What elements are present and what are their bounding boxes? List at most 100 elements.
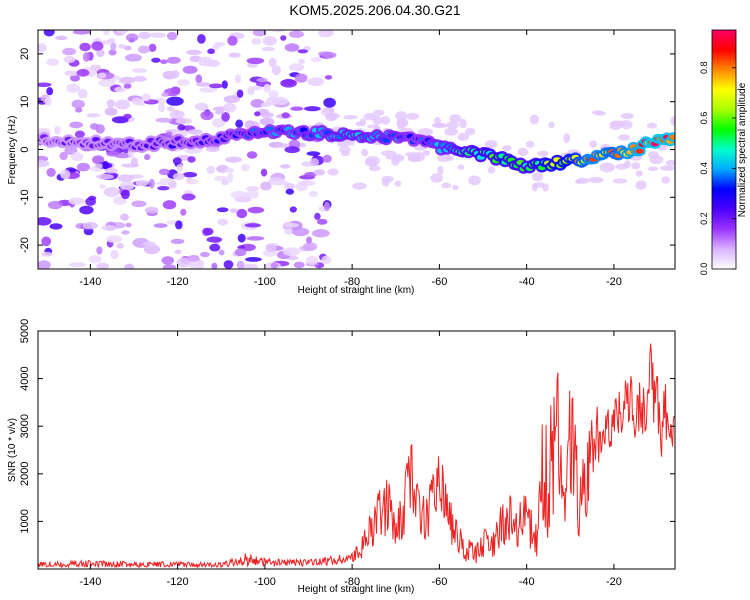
noise-blob [68,197,85,205]
noise-blob [46,167,56,177]
noise-blob [620,113,634,120]
colorbar-tick-label: 0.6 [699,112,709,125]
noise-blob [158,103,166,113]
x-tick-label: -140 [79,576,101,588]
noise-blob [104,168,118,174]
noise-blob [71,99,85,109]
noise-blob [187,256,200,262]
noise-blob [156,181,169,186]
noise-blob [306,236,312,244]
noise-blob [64,70,80,77]
noise-blob [246,57,265,64]
noise-blob [352,182,367,190]
noise-blob [363,113,377,121]
noise-blob [221,112,230,122]
noise-blob [268,90,279,98]
noise-blob [209,83,223,89]
noise-blob [309,158,319,167]
noise-blob [38,159,50,168]
noise-blob [250,99,265,108]
noise-blob [211,262,218,269]
noise-blob [223,260,234,269]
y-tick-label: 2000 [19,462,31,486]
noise-blob [155,117,173,123]
noise-blob [322,154,332,163]
noise-blob [670,116,675,126]
noise-blob [265,243,277,253]
noise-blob [162,264,176,269]
noise-blob [197,34,206,44]
noise-blob [246,186,260,192]
noise-blob [151,57,161,63]
noise-blob [635,180,647,190]
noise-blob [46,87,54,96]
noise-blob [46,58,59,66]
noise-blob [206,236,223,243]
noise-blob [263,83,271,93]
noise-blob [218,249,225,256]
noise-blob [88,195,97,201]
noise-blob [221,80,228,89]
noise-blob [464,127,476,136]
noise-blob [206,165,215,174]
noise-blob [172,172,185,181]
noise-blob [135,179,149,187]
noise-blob [78,88,88,99]
noise-blob [452,185,459,190]
noise-blob [96,49,105,58]
noise-blob [88,255,102,264]
noise-blob [392,153,405,162]
noise-blob [118,76,135,84]
noise-blob [213,175,228,182]
noise-blob [254,111,261,117]
noise-blob [141,93,151,102]
noise-blob [205,146,220,153]
noise-blob [124,263,134,269]
noise-blob [660,165,675,171]
noise-blob [99,184,106,189]
x-tick-label: -140 [79,276,101,288]
noise-blob [324,75,333,80]
noise-blob [245,257,262,262]
noise-blob [54,126,61,135]
noise-blob [120,213,129,221]
noise-blob [291,227,310,237]
noise-blob [59,169,71,180]
noise-blob [270,179,289,186]
noise-blob [124,53,142,62]
noise-blob [103,187,120,197]
noise-blob [181,193,196,201]
noise-blob [106,99,116,108]
noise-blob [62,47,77,56]
noise-blob [74,130,85,139]
noise-blob [284,182,296,191]
noise-blob [647,151,660,159]
noise-blob [132,68,147,73]
snr-y-axis: 1000 2000 3000 4000 5000 [19,319,675,534]
noise-blob [635,170,643,177]
noise-blob [114,86,127,93]
noise-blob [563,133,571,143]
noise-blob [91,41,104,51]
noise-blob [123,113,132,120]
snr-series-line [38,343,675,569]
noise-blob [260,168,268,177]
noise-blob [72,30,91,35]
noise-blob [227,172,234,183]
noise-blob [177,124,186,131]
noise-blob [102,160,109,170]
noise-blob [631,162,641,170]
noise-blob [172,109,181,116]
noise-blob [138,31,151,40]
noise-blob [517,147,529,156]
noise-blob [227,35,238,46]
noise-blob [223,95,240,104]
noise-blob [407,154,420,163]
ridge-core [635,148,644,154]
noise-blob [327,168,339,176]
noise-blob [305,255,318,266]
noise-blob [298,180,316,186]
noise-blob [79,205,94,215]
noise-blob [200,251,210,258]
spectrogram-x-axis: -140 -120 -100 -80 -60 -40 -20 [79,30,622,288]
